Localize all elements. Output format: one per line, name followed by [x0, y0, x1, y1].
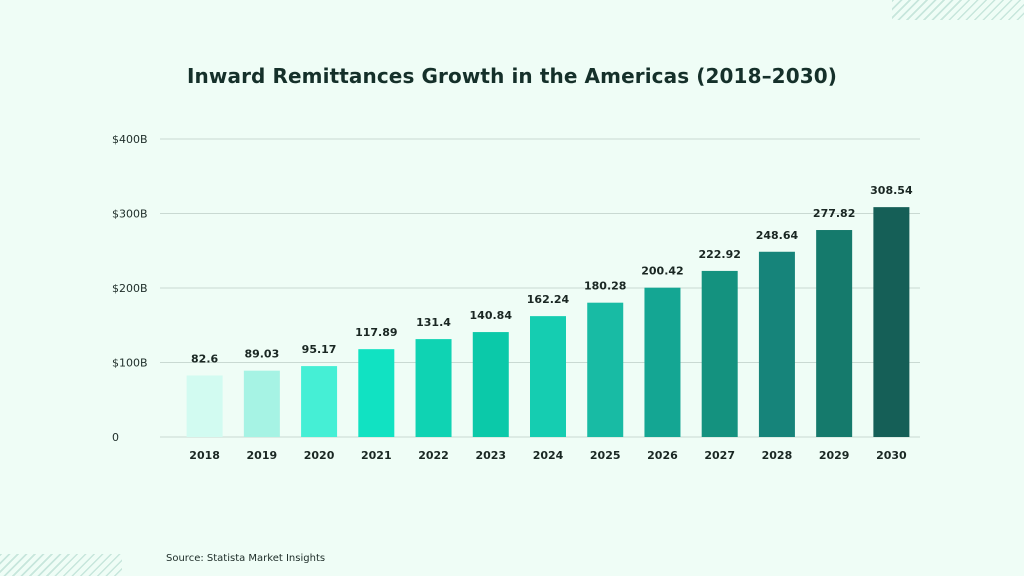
x-tick-label: 2024	[533, 449, 564, 462]
bar-2025	[587, 302, 624, 437]
data-label: 82.6	[191, 352, 218, 365]
data-label: 200.42	[641, 265, 683, 278]
bars	[186, 207, 910, 437]
data-label: 222.92	[698, 248, 740, 261]
bar-2029	[816, 230, 853, 437]
labels: 0 $100B $200B $300B $400B 82.6 2018 89.03 2019 95…	[112, 133, 913, 462]
x-tick-label: 2019	[247, 449, 278, 462]
data-label: 117.89	[355, 326, 397, 339]
data-label: 95.17	[302, 343, 337, 356]
chart-title: Inward Remittances Growth in the America…	[187, 64, 837, 88]
data-label: 277.82	[813, 207, 855, 220]
bar-2027	[701, 270, 738, 437]
x-tick-label: 2020	[304, 449, 335, 462]
bar-2021	[358, 349, 395, 437]
x-tick-label: 2027	[704, 449, 735, 462]
y-tick-label: $300B	[112, 208, 148, 221]
y-tick-label: $200B	[112, 282, 148, 295]
x-tick-label: 2023	[475, 449, 506, 462]
data-label: 180.28	[584, 280, 626, 293]
data-label: 162.24	[527, 293, 570, 306]
x-tick-label: 2030	[876, 449, 907, 462]
x-tick-label: 2021	[361, 449, 392, 462]
y-tick-label: $400B	[112, 133, 148, 146]
x-tick-label: 2026	[647, 449, 678, 462]
data-label: 248.64	[756, 229, 799, 242]
bar-2019	[243, 370, 280, 437]
bar-2026	[644, 287, 681, 437]
x-tick-label: 2028	[762, 449, 793, 462]
data-label: 131.4	[416, 316, 451, 329]
decorative-stripes-top-right	[892, 0, 1024, 20]
bar-2030	[873, 207, 910, 437]
x-tick-label: 2029	[819, 449, 850, 462]
data-label: 140.84	[470, 309, 513, 322]
x-tick-label: 2022	[418, 449, 449, 462]
data-label: 308.54	[870, 184, 913, 197]
y-tick-label: $100B	[112, 357, 148, 370]
decorative-stripes-bottom-left	[0, 554, 122, 576]
bar-2022	[415, 339, 452, 437]
bar-2023	[472, 332, 509, 437]
source-note: Source: Statista Market Insights	[166, 553, 326, 564]
bar-2018	[186, 375, 223, 437]
data-label: 89.03	[244, 348, 279, 361]
y-tick-label: 0	[112, 431, 119, 444]
x-tick-label: 2025	[590, 449, 621, 462]
bar-2020	[301, 366, 338, 437]
bar-2024	[530, 316, 566, 437]
bar-2028	[758, 251, 795, 437]
x-tick-label: 2018	[189, 449, 220, 462]
